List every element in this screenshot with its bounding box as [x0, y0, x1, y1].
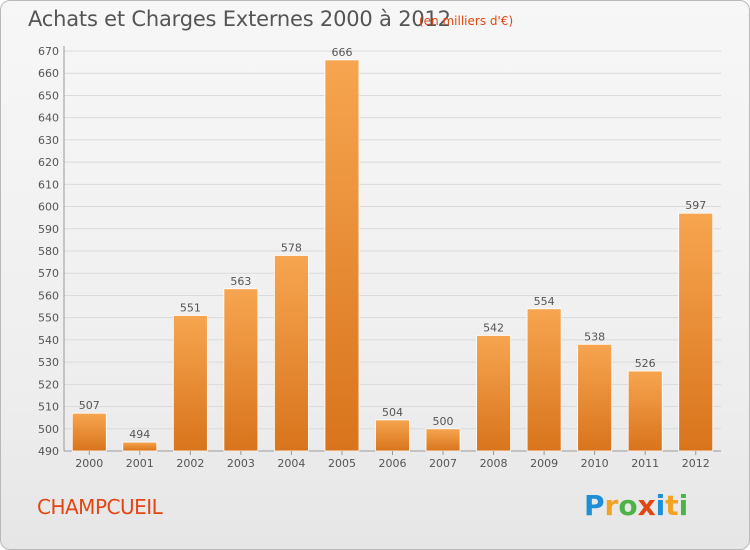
bar-2010 — [577, 343, 613, 452]
y-tick-label: 540 — [38, 334, 59, 347]
bar-2003 — [223, 288, 259, 452]
data-labels: 507 494 551 563 578 666 504 500 542 554 538 526 597 — [79, 46, 706, 441]
data-label-2010: 538 — [584, 330, 605, 343]
bar-2005 — [324, 59, 360, 452]
y-tick-label: 490 — [38, 445, 59, 458]
x-tick-label-2010: 2010 — [581, 457, 609, 470]
bar-2006 — [375, 419, 410, 452]
logo-letter: i — [655, 489, 666, 522]
x-tick-label-2000: 2000 — [75, 457, 103, 470]
y-tick-label: 510 — [38, 401, 59, 414]
y-tick-label: 610 — [38, 178, 59, 191]
data-label-2008: 542 — [483, 321, 504, 334]
y-tick-label: 650 — [38, 89, 59, 102]
x-tick-label-2008: 2008 — [480, 457, 508, 470]
x-tick-label-2011: 2011 — [631, 457, 659, 470]
y-tick-label: 520 — [38, 378, 59, 391]
x-tick-label-2004: 2004 — [277, 457, 305, 470]
chart-unit: (en milliers d'€) — [419, 14, 514, 28]
data-label-2005: 666 — [331, 46, 352, 59]
bar-2002 — [172, 315, 208, 452]
proxiti-logo: Proxiti — [584, 489, 688, 522]
data-label-2001: 494 — [129, 428, 150, 441]
bar-2004 — [274, 255, 309, 452]
data-label-2007: 500 — [433, 415, 454, 428]
bar-2009 — [526, 308, 562, 452]
data-label-2009: 554 — [534, 295, 555, 308]
commune-name: CHAMPCUEIL — [37, 495, 163, 519]
logo-letter: o — [618, 489, 638, 522]
logo-letter: P — [584, 489, 605, 522]
y-tick-label: 660 — [38, 67, 59, 80]
bars — [71, 59, 714, 452]
y-tick-label: 630 — [38, 134, 59, 147]
x-tick-label-2006: 2006 — [379, 457, 407, 470]
bar-2011 — [627, 370, 663, 452]
x-tick-label-2007: 2007 — [429, 457, 457, 470]
data-label-2006: 504 — [382, 406, 403, 419]
x-tick-label-2005: 2005 — [328, 457, 356, 470]
y-tick-label: 640 — [38, 112, 59, 125]
bar-2007 — [425, 428, 461, 452]
bar-2001 — [122, 441, 158, 452]
logo-letter: x — [637, 489, 656, 522]
grid-lines — [64, 50, 721, 452]
data-label-2000: 507 — [79, 399, 100, 412]
y-tick-label: 620 — [38, 156, 59, 169]
y-tick-label: 580 — [38, 245, 59, 258]
y-tick-label: 670 — [38, 45, 59, 58]
y-tick-label: 550 — [38, 312, 59, 325]
axes — [63, 46, 721, 452]
chart-title: Achats et Charges Externes 2000 à 2012 — [28, 7, 451, 31]
data-label-2012: 597 — [685, 199, 706, 212]
y-tick-label: 560 — [38, 289, 59, 302]
y-tick-label: 600 — [38, 201, 59, 214]
x-tick-label-2002: 2002 — [176, 457, 204, 470]
x-tick-label-2009: 2009 — [530, 457, 558, 470]
x-tick-labels: 2000 2001 2002 2003 2004 2005 2006 2007 2008 2009… — [75, 451, 710, 470]
data-label-2003: 563 — [230, 275, 251, 288]
bar-2008 — [476, 335, 511, 452]
y-tick-labels: 490 500 510 520 530 540 550 560 570 580 590 600 610 6… — [38, 45, 59, 458]
logo-letter: t — [665, 489, 679, 522]
bar-2000 — [71, 412, 107, 452]
logo-letter: i — [678, 489, 689, 522]
bar-2012 — [678, 212, 714, 452]
x-tick-label-2001: 2001 — [126, 457, 154, 470]
logo-letter: r — [604, 489, 619, 522]
x-tick-label-2012: 2012 — [682, 457, 710, 470]
x-tick-label-2003: 2003 — [227, 457, 255, 470]
y-tick-label: 530 — [38, 356, 59, 369]
y-tick-label: 500 — [38, 423, 59, 436]
data-label-2004: 578 — [281, 241, 302, 254]
y-tick-label: 590 — [38, 223, 59, 236]
data-label-2011: 526 — [635, 357, 656, 370]
data-label-2002: 551 — [180, 301, 201, 314]
y-tick-label: 570 — [38, 267, 59, 280]
